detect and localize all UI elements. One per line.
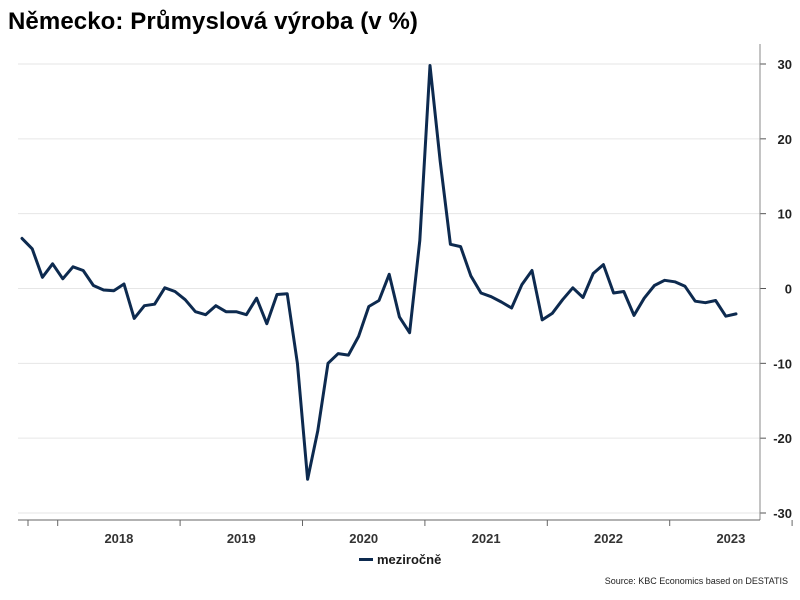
legend: meziročně (359, 552, 441, 567)
y-tick-label: 10 (778, 207, 792, 222)
y-tick-label: -10 (773, 356, 792, 371)
y-tick-label: 20 (778, 132, 792, 147)
y-tick-label: 0 (785, 282, 792, 297)
y-tick-label: -20 (773, 431, 792, 446)
x-tick-label: 2022 (594, 531, 623, 546)
chart-title: Německo: Průmyslová výroba (v %) (8, 8, 419, 35)
x-tick-label: 2018 (104, 531, 133, 546)
x-tick-label: 2020 (349, 531, 378, 546)
series-layer (20, 64, 738, 481)
x-axis-labels: 2018 2019 2020 2021 2022 2023 (104, 531, 745, 546)
y-tick-label: -30 (773, 506, 792, 521)
series-line-mezirocne (20, 64, 738, 481)
source-note: Source: KBC Economics based on DESTATIS (604, 576, 788, 586)
legend-label: meziročně (377, 552, 442, 567)
axes (18, 44, 793, 526)
x-tick-label: 2021 (472, 531, 501, 546)
y-tick-label: 30 (778, 57, 792, 72)
legend-swatch (359, 558, 373, 561)
y-axis-labels: -30 -20 -10 0 10 20 30 (773, 57, 792, 521)
x-tick-label: 2023 (716, 531, 745, 546)
gridlines (18, 63, 766, 514)
x-tick-label: 2019 (227, 531, 256, 546)
